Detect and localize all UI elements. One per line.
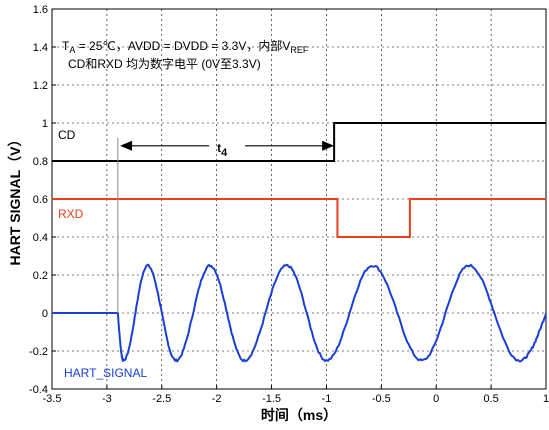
x-tick-label: -2.5 <box>152 393 171 405</box>
series-line-hart-signal <box>52 263 547 363</box>
ta-subscript: A <box>69 45 75 55</box>
y-axis-label: HART SIGNAL（V） <box>7 133 23 266</box>
y-tick-label: 0.6 <box>33 194 48 206</box>
x-tick-label: -0.5 <box>372 393 391 405</box>
series-group <box>52 122 547 363</box>
x-axis-label: 时间（ms） <box>261 407 337 423</box>
conditions-line-1: TA = 25℃，AVDD = DVDD = 3.3V，内部VREF <box>62 38 309 55</box>
t4-label: t4 <box>217 141 228 159</box>
y-tick-label: 1.4 <box>33 42 48 54</box>
conditions-annotation: TA = 25℃，AVDD = DVDD = 3.3V，内部VREF CD和RX… <box>62 38 309 71</box>
ta-symbol: T <box>62 39 70 53</box>
conditions-text: = 25℃，AVDD = DVDD = 3.3V，内部V <box>75 38 290 53</box>
x-tick-label: -3 <box>102 393 112 405</box>
t4-interval-marker: t4 <box>117 137 335 313</box>
tick-labels: -0.4 -0.2 0 0.2 0.4 0.6 0.8 1 1.2 1.4 1.6 -3.5 -3 -2.… <box>29 4 549 405</box>
x-tick-label: 0 <box>433 393 439 405</box>
y-tick-label: 0.4 <box>33 232 48 244</box>
t4-symbol: t <box>217 141 221 155</box>
x-tick-label: -2 <box>212 393 222 405</box>
series-line-cd <box>52 122 546 162</box>
y-tick-label: -0.4 <box>29 384 48 396</box>
y-tick-label: -0.2 <box>29 346 48 358</box>
x-tick-label: -3.5 <box>43 393 62 405</box>
y-tick-label: 0 <box>42 308 48 320</box>
x-tick-label: 1 <box>543 393 549 405</box>
t4-arrowhead-right <box>322 140 335 151</box>
vref-subscript: REF <box>290 45 309 55</box>
y-tick-label: 1.2 <box>33 80 48 92</box>
series-label-hart-signal: HART_SIGNAL <box>64 366 147 380</box>
y-tick-label: 1 <box>42 118 48 130</box>
y-tick-label: 0.2 <box>33 270 48 282</box>
y-tick-label: 0.8 <box>33 156 48 168</box>
x-tick-label: -1 <box>322 393 332 405</box>
conditions-line-2: CD和RXD 均为数字电平 (0V至3.3V) <box>68 56 261 71</box>
series-line-rxd <box>52 198 546 238</box>
series-label-rxd: RXD <box>58 207 84 221</box>
x-tick-label: -1.5 <box>262 393 281 405</box>
series-label-cd: CD <box>58 128 76 142</box>
x-tick-label: 0.5 <box>483 393 498 405</box>
y-tick-label: 1.6 <box>33 4 48 16</box>
t4-subscript: 4 <box>221 147 228 159</box>
t4-arrowhead-left <box>120 140 133 151</box>
